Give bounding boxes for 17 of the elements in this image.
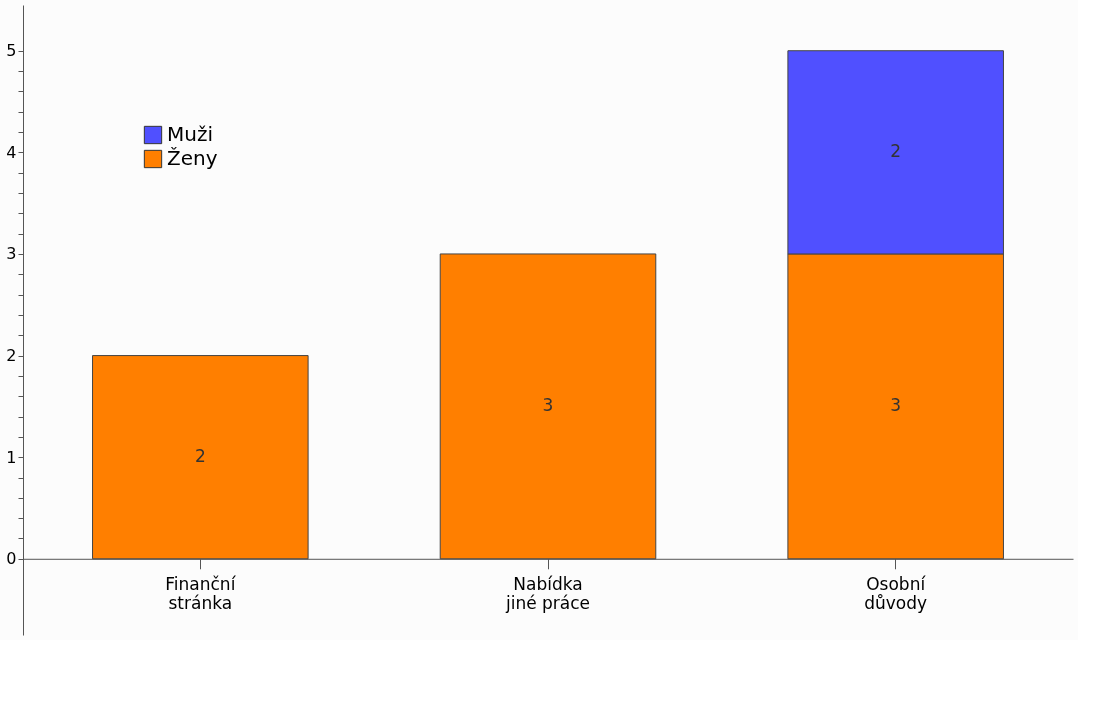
y-tick-label: 1 <box>6 447 17 467</box>
y-tick-label: 5 <box>6 41 17 61</box>
bar <box>439 253 657 560</box>
x-tick-label: Osobní důvody <box>864 574 928 614</box>
y-tick-label: 3 <box>6 244 17 264</box>
y-tick-label: 2 <box>6 346 17 366</box>
data-label: 2 <box>194 446 206 467</box>
legend-label: Ženy <box>167 146 218 170</box>
y-tick-label: 4 <box>6 142 17 162</box>
legend-label: Muži <box>167 122 213 146</box>
bar <box>92 355 309 560</box>
x-tick-label: Nabídka jiné práce <box>504 574 591 614</box>
data-label: 2 <box>890 141 902 162</box>
y-tick-label: 0 <box>6 549 17 569</box>
x-tick-label: Finanční stránka <box>165 574 237 614</box>
data-label: 3 <box>542 395 554 416</box>
data-label: 3 <box>890 395 902 416</box>
